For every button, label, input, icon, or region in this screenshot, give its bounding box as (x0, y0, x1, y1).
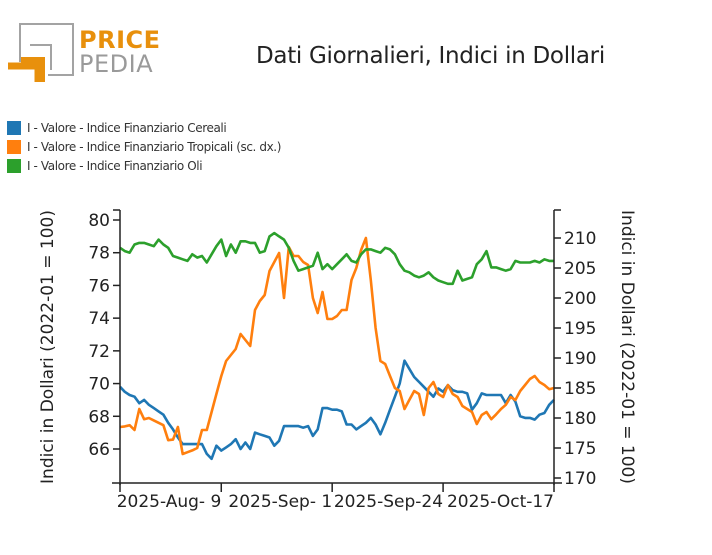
legend-swatch (7, 158, 21, 173)
y-left-tick-label: 78 (88, 244, 110, 264)
y-axis-left-title: Indici in Dollari (2022-01 = 100) (38, 210, 58, 484)
y-axis-right-title: Indici in Dollari (2022-01 = 100) (617, 210, 637, 484)
y-right-tick-label: 175 (564, 439, 596, 459)
series-line-2 (119, 231, 554, 286)
legend-item-cereali[interactable]: I - Valore - Indice Finanziario Cereali (7, 118, 281, 137)
y-right-tick-label: 195 (564, 319, 596, 339)
series-line-1 (119, 236, 555, 456)
y-right-tick-label: 170 (564, 469, 596, 489)
legend-swatch (7, 139, 21, 154)
y-right-tick-label: 190 (564, 349, 596, 369)
y-right-tick-label: 200 (564, 289, 596, 309)
y-right-tick-label: 205 (564, 259, 596, 279)
y-right-tick-label: 185 (564, 379, 596, 399)
y-left-tick-label: 80 (88, 211, 110, 231)
x-tick-label: 2025-Sep- 1 (228, 492, 332, 512)
y-left-tick-label: 76 (88, 276, 110, 296)
series-line-0 (119, 359, 555, 461)
x-tick-label: 2025-Oct-17 (447, 492, 554, 512)
y-left-tick-label: 68 (88, 407, 110, 427)
y-left-tick-label: 66 (88, 440, 110, 460)
logo-text-pedia: PEDIA (79, 50, 154, 78)
legend-label: I - Valore - Indice Finanziario Cereali (27, 120, 227, 135)
x-tick-label: 2025-Sep-24 (334, 492, 443, 512)
legend-item-oli[interactable]: I - Valore - Indice Finanziario Oli (7, 156, 281, 175)
legend: I - Valore - Indice Finanziario Cereali … (7, 118, 281, 175)
logo-text-price: PRICE (79, 26, 161, 54)
y-right-tick-label: 180 (564, 409, 596, 429)
legend-label: I - Valore - Indice Finanziario Tropical… (27, 139, 281, 154)
y-left-tick-label: 74 (88, 309, 110, 329)
y-right-tick-label: 210 (564, 229, 596, 249)
legend-item-tropicali[interactable]: I - Valore - Indice Finanziario Tropical… (7, 137, 281, 156)
legend-swatch (7, 120, 21, 135)
y-left-tick-label: 72 (88, 342, 110, 362)
legend-label: I - Valore - Indice Finanziario Oli (27, 158, 203, 173)
logo-mark-icon (8, 23, 74, 82)
pricepedia-logo: PRICE PEDIA (0, 0, 170, 100)
y-left-tick-label: 70 (88, 375, 110, 395)
x-tick-label: 2025-Aug- 9 (117, 492, 222, 512)
chart-title: Dati Giornalieri, Indici in Dollari (256, 43, 605, 69)
